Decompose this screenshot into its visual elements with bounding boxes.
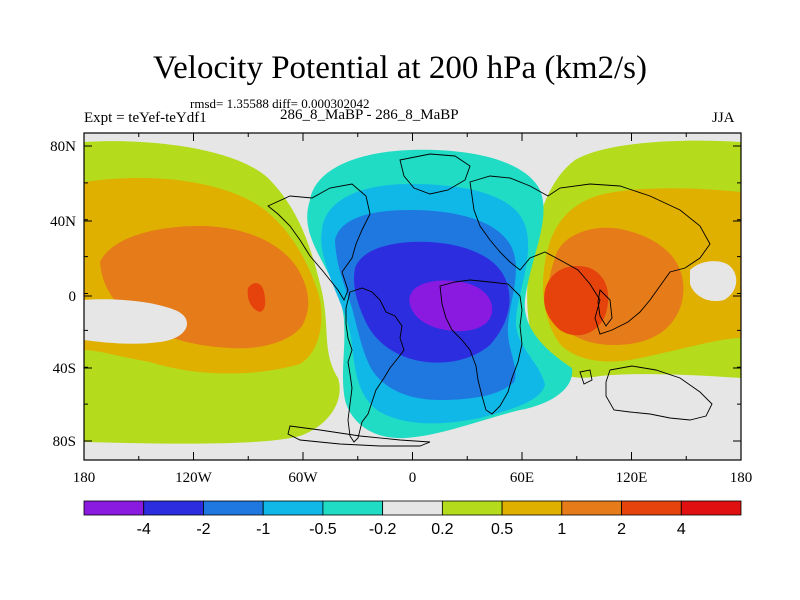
colorbar-label: -2	[196, 521, 210, 538]
contour-east-gray-patch	[690, 261, 737, 302]
colorbar-label: 1	[557, 521, 566, 538]
season-label: JJA	[712, 110, 735, 126]
colorbar-label: -0.2	[369, 521, 397, 538]
colorbar-label: 0.5	[491, 521, 513, 538]
colorbar-label: -4	[137, 521, 151, 538]
x-tick-label: 120W	[175, 470, 213, 486]
colorbar-swatch	[680, 500, 742, 516]
colorbar-swatch	[262, 500, 324, 516]
experiment-label: Expt = teYef-teYdf1	[84, 110, 207, 126]
x-tick-label: 180	[730, 470, 753, 486]
coastline-south-america	[345, 287, 405, 443]
y-axis-labels: 80N 40N 0 40S 80S	[50, 139, 76, 450]
x-tick-label: 120E	[616, 470, 648, 486]
colorbar-swatch	[203, 500, 264, 516]
stats-label: rmsd= 1.35588 diff= 0.000302042	[190, 96, 370, 111]
colorbar-swatch	[382, 500, 443, 516]
colorbar-swatch	[143, 500, 204, 516]
coastline-europe-asia	[469, 175, 711, 335]
colorbar-swatch	[83, 500, 145, 516]
coastline-antarctica	[287, 425, 431, 447]
contour-east-pos-2	[544, 266, 609, 336]
coastline-outlines	[267, 153, 713, 447]
y-tick-label: 40S	[53, 361, 76, 377]
coastline-africa	[439, 279, 523, 415]
colorbar-label: -0.5	[309, 521, 337, 538]
contour-map	[84, 133, 741, 460]
x-tick-label: 60W	[288, 470, 318, 486]
axis-ticks	[83, 133, 742, 460]
colorbar-label: 4	[677, 521, 686, 538]
colorbar-label: -1	[256, 521, 270, 538]
x-tick-label: 60E	[510, 470, 534, 486]
y-tick-label: 0	[69, 289, 77, 305]
contour-neg-4	[409, 280, 493, 332]
center-label: 286_8_MaBP - 286_8_MaBP	[280, 107, 459, 123]
coastline-india-madagascar	[579, 289, 613, 385]
coastline-greenland	[399, 153, 471, 195]
colorbar-labels: -4 -2 -1 -0.5 -0.2 0.2 0.5 1 2 4	[137, 521, 686, 538]
coastline-australia	[605, 365, 713, 421]
colorbar-swatch	[322, 500, 384, 516]
plot-title: Velocity Potential at 200 hPa (km2/s)	[152, 50, 648, 86]
colorbar-swatch	[621, 500, 682, 516]
colorbar-swatch	[501, 500, 563, 516]
colorbar-swatch	[441, 500, 503, 516]
x-axis-labels: 180 120W 60W 0 60E 120E 180	[73, 470, 753, 486]
colorbar-swatch	[561, 500, 622, 516]
x-tick-label: 180	[73, 470, 96, 486]
x-tick-label: 0	[409, 470, 417, 486]
contour-west-pos-2	[247, 283, 266, 312]
contour-west-gray-patch	[84, 299, 187, 344]
colorbar-label: 2	[617, 521, 626, 538]
colorbar	[83, 500, 742, 516]
colorbar-label: 0.2	[431, 521, 453, 538]
y-tick-label: 80N	[50, 139, 76, 155]
y-tick-label: 80S	[53, 434, 76, 450]
coastline-north-america	[267, 183, 371, 302]
y-tick-label: 40N	[50, 214, 76, 230]
